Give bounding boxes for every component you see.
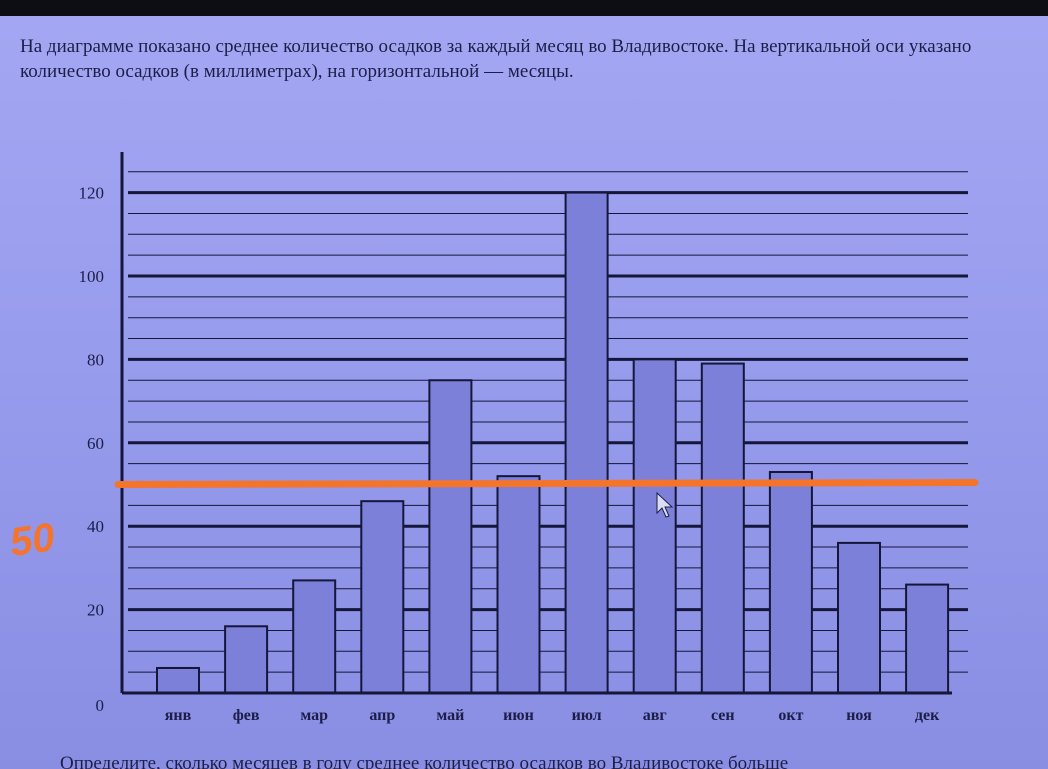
y-tick-label: 60 (87, 434, 104, 453)
month-label-окт: окт (778, 707, 803, 724)
y-tick-label: 100 (79, 267, 105, 286)
month-label-авг: авг (643, 707, 667, 724)
bar-апр (360, 500, 405, 694)
handwritten-threshold-label: 50 (7, 515, 57, 565)
bar-май (428, 379, 473, 694)
month-label-апр: апр (369, 707, 395, 724)
orange-threshold-line (114, 479, 979, 488)
bar-июл (564, 191, 609, 694)
bar-мар (292, 579, 337, 694)
monitor-bezel (0, 0, 1048, 16)
bar-авг (632, 358, 677, 694)
bar-янв (156, 666, 200, 694)
month-label-янв: янв (165, 707, 192, 724)
task-description: На диаграмме показано среднее количество… (20, 36, 972, 82)
bar-ноя (837, 541, 881, 694)
bar-дек (905, 583, 950, 695)
mouse-cursor-icon (656, 491, 674, 518)
y-tick-label: 40 (87, 517, 104, 536)
month-label-ноя: ноя (846, 707, 872, 724)
month-label-мар: мар (300, 707, 328, 724)
bar-фев (224, 625, 269, 695)
bar-окт (768, 470, 813, 694)
question-text: Определите, сколько месяцев в году средн… (60, 753, 789, 769)
month-label-дек: дек (915, 707, 940, 724)
bar-июн (496, 475, 541, 694)
y-tick-label: 0 (96, 696, 105, 715)
y-tick-label: 20 (87, 601, 104, 620)
month-label-июн: июн (503, 707, 534, 724)
y-tick-label: 80 (87, 350, 104, 369)
y-tick-label: 120 (79, 184, 105, 203)
month-label-июл: июл (572, 707, 602, 724)
month-label-фев: фев (233, 707, 260, 724)
bar-сен (700, 362, 745, 694)
month-label-май: май (436, 707, 464, 724)
month-label-сен: сен (711, 707, 735, 724)
